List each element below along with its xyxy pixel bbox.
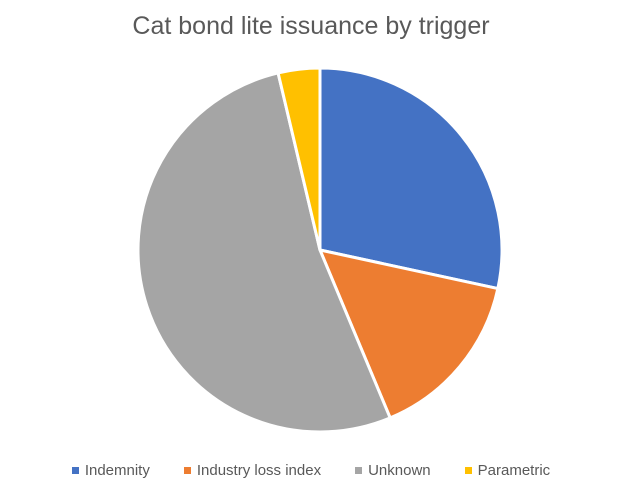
pie-slice-indemnity [318,66,504,291]
legend-swatch [355,467,363,474]
legend-label: Unknown [368,462,431,479]
legend-label: Indemnity [84,462,150,479]
legend-item-unknown: Unknown [355,462,431,479]
legend-item-indemnity: Indemnity [71,462,150,479]
chart-title: Cat bond lite issuance by trigger [132,12,490,40]
pie-slice-industry-loss-index [318,248,500,420]
legend: Indemnity Industry loss index Unknown Pa… [0,462,622,479]
legend-label: Industry loss index [196,462,322,479]
legend-item-industry-loss-index: Industry loss index [183,462,322,479]
pie-slices [136,66,504,434]
pie-slice-parametric [276,66,322,252]
pie-slice-unknown [136,71,392,434]
legend-swatch [464,467,472,474]
legend-item-parametric: Parametric [464,462,551,479]
legend-swatch [71,467,79,474]
legend-label: Parametric [477,462,551,479]
legend-swatch [183,467,191,474]
